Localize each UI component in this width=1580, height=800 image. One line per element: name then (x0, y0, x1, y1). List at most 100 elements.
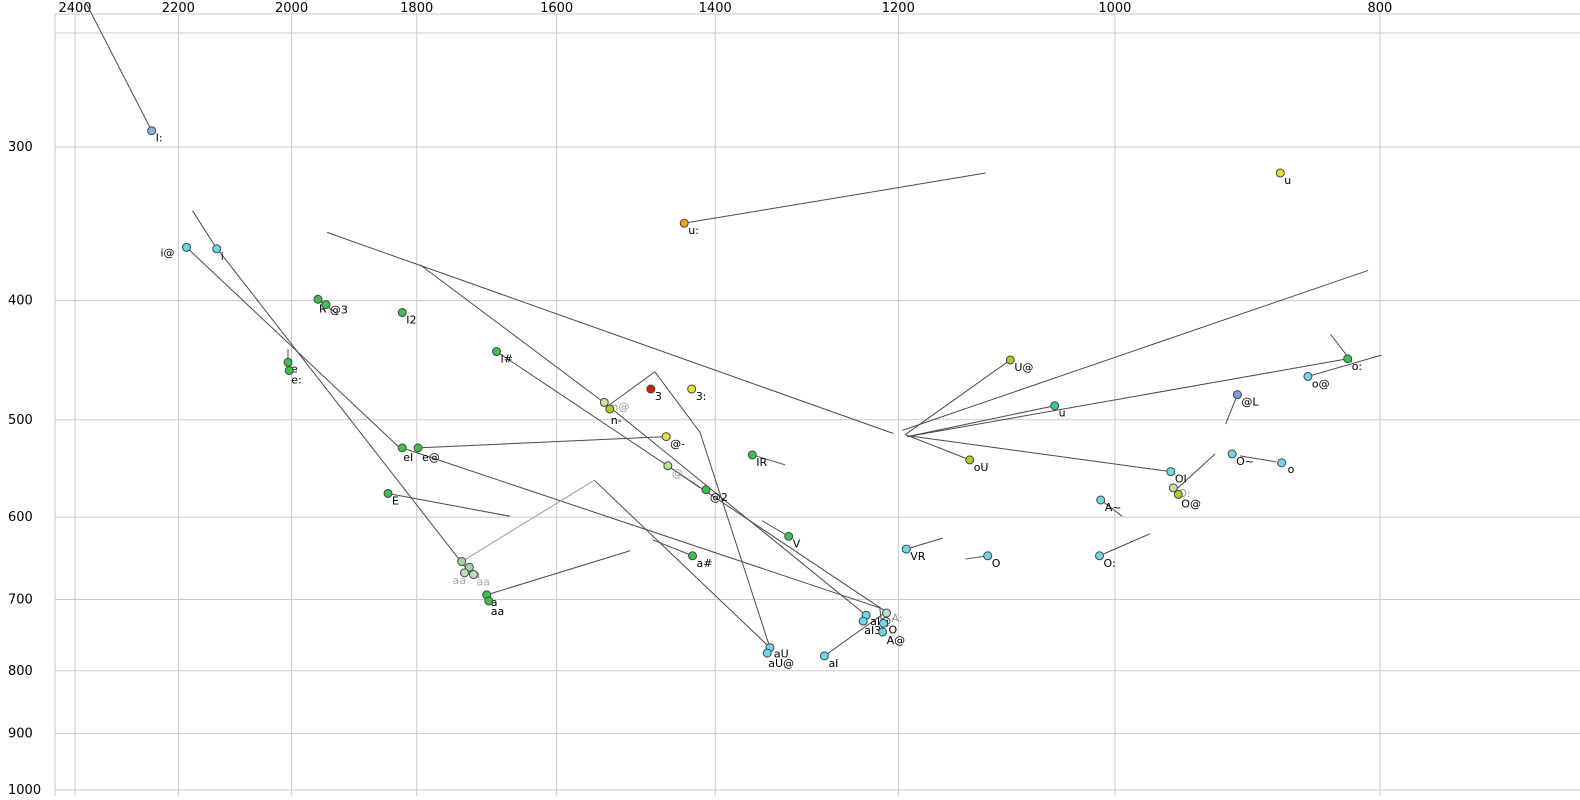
trajectory-line (85, 2, 153, 131)
vowel-point (599, 397, 609, 407)
trajectory-line (607, 371, 656, 407)
trajectory-line (593, 479, 771, 648)
trajectory-line (1307, 354, 1382, 377)
y-tick-label: 900 (8, 727, 33, 742)
vowel-label: u: (688, 224, 699, 237)
vowel-point (747, 450, 757, 460)
vowel-label: aU (774, 648, 789, 661)
vowel-label: u (1059, 407, 1066, 420)
vowel-point (1173, 489, 1183, 499)
vowel-point (484, 596, 494, 606)
vowel-label: @2 (710, 491, 728, 504)
vowel-label: O (889, 623, 898, 636)
vowel-point (879, 618, 889, 628)
vowel-label: U@ (1014, 361, 1033, 374)
trajectory-line (326, 231, 894, 434)
vowel-label: e: (291, 374, 301, 387)
vowel-point (460, 568, 470, 578)
vowel-point (181, 242, 191, 252)
y-tick-label: 600 (8, 510, 33, 525)
trajectory-line (461, 479, 595, 562)
vowel-point (413, 443, 423, 453)
vowel-point (965, 455, 975, 465)
vowel-label: O: (1104, 557, 1116, 570)
vowel-label: aI3 (864, 624, 881, 637)
vowel-point (1277, 458, 1287, 468)
vowel-point (901, 544, 911, 554)
vowel-point (878, 627, 888, 637)
trajectory-line (699, 432, 771, 648)
vowel-label: a (491, 596, 498, 609)
vowel-label: e@ (422, 451, 440, 464)
vowel-label: i@ (160, 246, 174, 259)
vowel-point (1232, 390, 1242, 400)
vowel-label: aa (453, 574, 466, 587)
vowel-point (212, 244, 222, 254)
vowel-point (646, 384, 656, 394)
vowel-point (687, 384, 697, 394)
vowel-label: u (1284, 174, 1291, 187)
x-tick-label: 2000 (275, 1, 308, 16)
vowel-point (457, 557, 467, 567)
vowel-label: @- (670, 438, 685, 451)
vowel-point (819, 651, 829, 661)
vowel-label: o (1288, 463, 1295, 476)
vowel-label: IR (756, 456, 767, 469)
trajectory-line (752, 454, 786, 466)
vowel-point (1303, 371, 1313, 381)
trajectory-line (905, 434, 970, 461)
trajectory-line (652, 539, 693, 557)
vowel-label: O@ (1181, 497, 1201, 510)
vowel-label: i (221, 250, 224, 263)
y-tick-label: 700 (8, 592, 33, 607)
vowel-point (284, 366, 294, 376)
trajectory-line (192, 210, 218, 250)
vowel-label: @L (1241, 396, 1259, 409)
trajectory-line (654, 371, 701, 433)
vowel-point (688, 551, 698, 561)
vowel-label: R (319, 302, 327, 315)
trajectory-line (418, 436, 667, 449)
vowel-label: I2 (406, 314, 416, 327)
vowel-label: aI (828, 657, 838, 670)
vowel-point (383, 488, 393, 498)
x-tick-label: 2200 (162, 1, 195, 16)
y-tick-label: 500 (8, 413, 33, 428)
trajectory-line (1175, 453, 1216, 491)
vowel-point (679, 218, 689, 228)
vowel-label: A: (891, 612, 902, 625)
vowel-label: VR (910, 550, 926, 563)
vowel-label: 3: (696, 390, 707, 403)
vowel-point (1227, 449, 1237, 459)
trajectory-line (906, 537, 943, 550)
vowel-point (661, 432, 671, 442)
vowel-point (762, 648, 772, 658)
vowel-label: 3 (655, 390, 662, 403)
y-tick-label: 800 (8, 664, 33, 679)
vowel-point (1275, 168, 1285, 178)
trajectory-line (402, 447, 880, 609)
vowel-point (464, 562, 474, 572)
vowel-label: V (793, 537, 801, 550)
trajectory-line (419, 264, 609, 407)
vowel-label: oU (974, 461, 989, 474)
trajectory-line (761, 520, 789, 537)
vowel-label: o: (1352, 360, 1362, 373)
vowel-label: a# (697, 557, 713, 570)
vowel-label: aa (491, 605, 504, 618)
trajectory-line (907, 358, 1348, 438)
vowel-point (784, 531, 794, 541)
vowel-label: n- (611, 414, 622, 427)
vowel-label: A@ (887, 634, 906, 647)
x-tick-label: 1800 (400, 1, 433, 16)
vowel-point (147, 126, 157, 136)
vowel-label: E (392, 494, 399, 507)
trajectory-line (186, 246, 401, 449)
trajectory-line (387, 492, 511, 517)
x-tick-label: 1400 (699, 1, 732, 16)
trajectory-line (904, 359, 1011, 435)
trajectory-line (684, 172, 986, 224)
vowel-point (701, 485, 711, 495)
